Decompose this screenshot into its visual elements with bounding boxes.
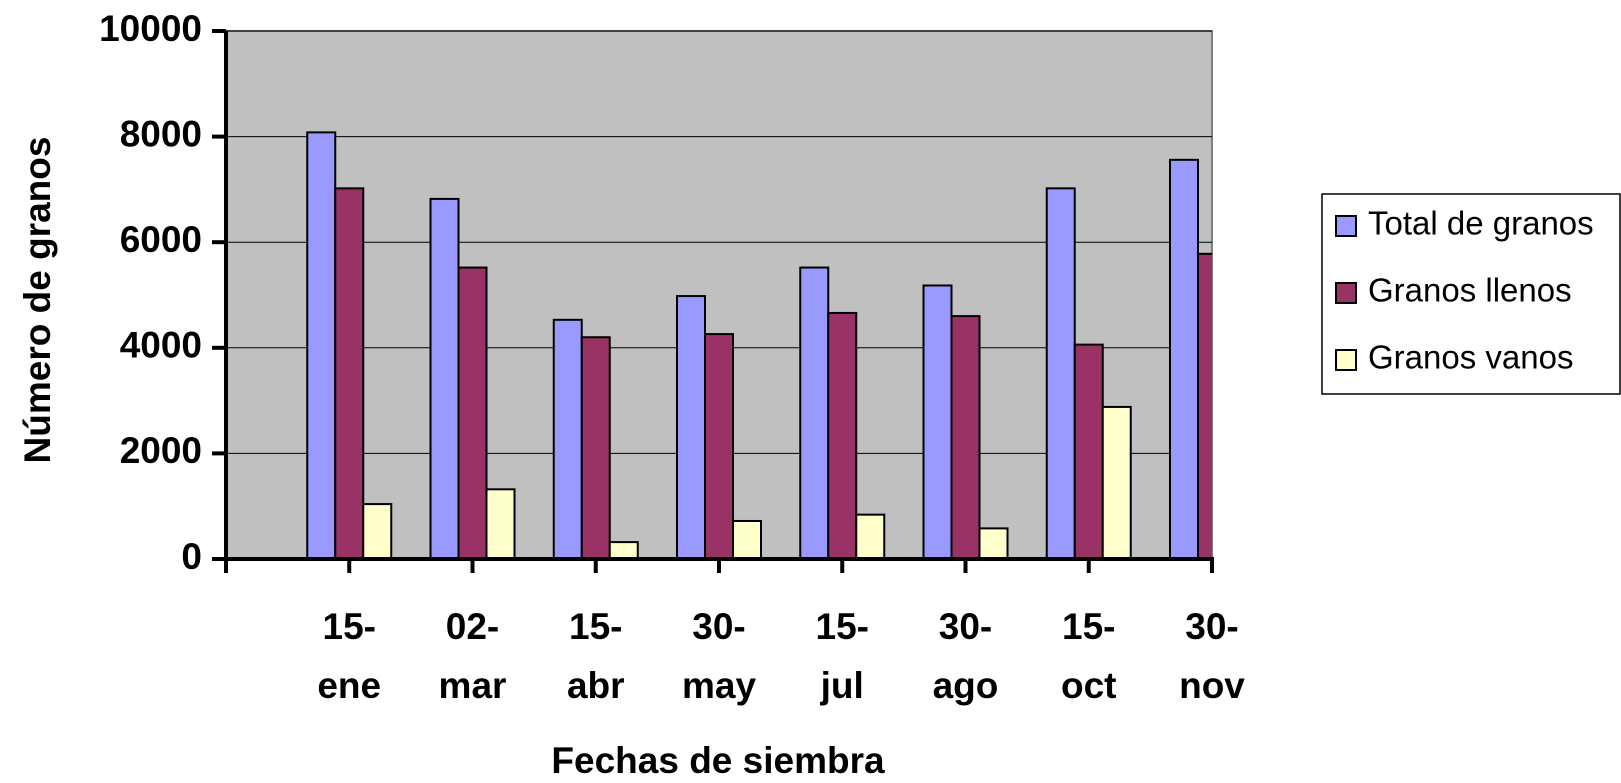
y-tick-label: 6000 [120, 219, 202, 260]
bar [1073, 343, 1104, 559]
bar [1169, 158, 1199, 559]
y-tick-label: 4000 [120, 325, 202, 366]
legend-swatch [1335, 282, 1357, 304]
bar [306, 131, 337, 559]
bar [732, 519, 762, 559]
bar [978, 527, 1009, 559]
bar [1197, 252, 1212, 559]
bar [827, 311, 858, 559]
x-tick-label: 30-may [681, 606, 757, 706]
bar [676, 295, 706, 559]
bar [922, 284, 953, 559]
legend [1321, 193, 1621, 395]
legend-label: Granos vanos [1368, 339, 1573, 376]
bar [362, 503, 393, 559]
y-tick-label: 0 [181, 536, 202, 577]
bar [334, 187, 365, 559]
bar [580, 336, 611, 559]
x-tick-label: 15-abr [566, 606, 625, 706]
x-tick-label: 30-nov [1179, 606, 1245, 706]
y-tick-label: 8000 [120, 113, 202, 154]
bar [485, 488, 516, 559]
bar [950, 315, 981, 559]
bar [855, 513, 886, 559]
bar [457, 266, 488, 559]
x-tick-label: 15-ene [317, 606, 382, 706]
bar [1045, 187, 1076, 559]
x-axis-title: Fechas de siembra [551, 740, 885, 781]
y-axis-title: Número de granos [17, 137, 58, 464]
bar [608, 541, 639, 559]
bar [429, 197, 460, 559]
x-tick-label: 15-jul [815, 606, 869, 706]
axis-labels: 0 2000 4000 6000 8000 10000 [99, 8, 1214, 577]
y-tick-label: 2000 [120, 430, 202, 471]
bar [1101, 405, 1132, 559]
x-tick-label: 30-ago [932, 606, 999, 706]
bars [306, 131, 1212, 559]
bar [799, 266, 830, 559]
legend-label: Total de granos [1368, 205, 1594, 242]
x-tick-label: 02-mar [438, 606, 507, 706]
legend-swatch [1335, 215, 1357, 237]
legend-swatch [1335, 349, 1357, 371]
legend-label: Granos llenos [1368, 272, 1572, 309]
bar [704, 333, 734, 559]
x-tick-label: 15-oct [1061, 606, 1117, 706]
y-tick-label: 10000 [99, 8, 202, 49]
bar [552, 318, 583, 559]
legend-items: Total de granos Granos llenos Granos vanos [1335, 205, 1594, 376]
